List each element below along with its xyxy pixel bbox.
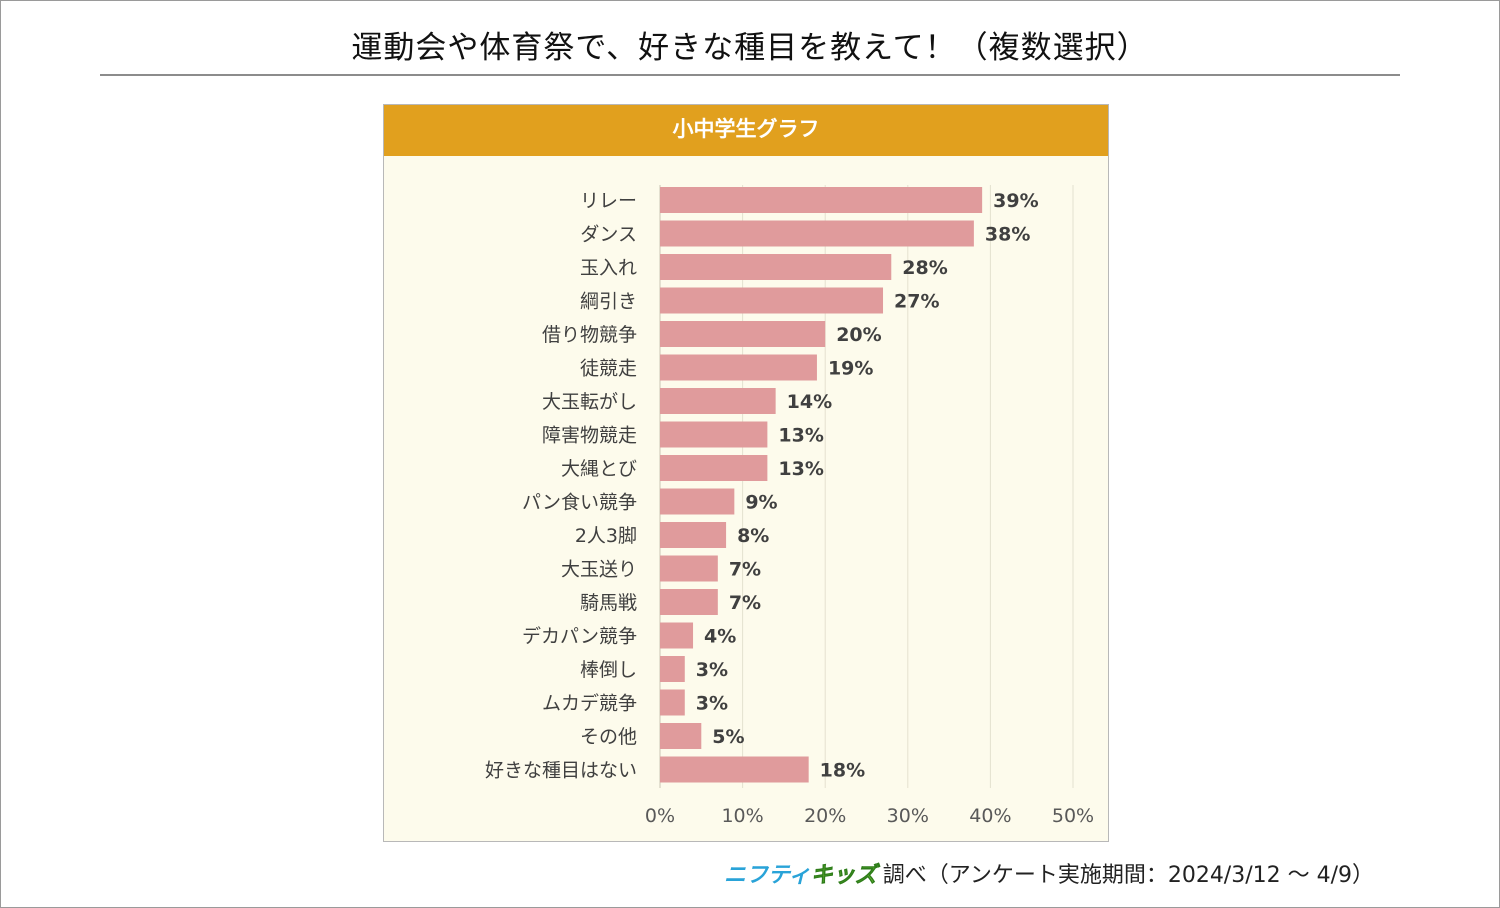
value-label: 27% (894, 291, 939, 313)
category-label: 綱引き (580, 291, 637, 313)
value-label: 8% (737, 525, 769, 547)
category-label: 騎馬戦 (580, 592, 637, 614)
value-label: 7% (729, 592, 761, 614)
bar (660, 287, 884, 314)
x-tick-label: 40% (969, 805, 1011, 827)
grid-lines (659, 185, 1074, 788)
bar (660, 187, 983, 213)
bar (660, 254, 892, 280)
bars (660, 187, 983, 783)
bar (660, 555, 718, 582)
x-tick-label: 20% (804, 805, 846, 827)
category-label: パン食い競争 (522, 492, 637, 514)
category-label: リレー (580, 190, 637, 212)
bar (660, 522, 727, 548)
category-label: 好きな種目はない (485, 760, 637, 782)
value-label: 38% (985, 224, 1030, 246)
bar (660, 689, 685, 716)
bar-chart: リレーダンス玉入れ綱引き借り物競争徒競走大玉転がし障害物競走大縄とびパン食い競争… (485, 185, 1094, 827)
category-label: デカパン競争 (522, 626, 637, 648)
survey-note: 調べ（アンケート実施期間：2024/3/12 ～ 4/9） (882, 863, 1375, 888)
category-label: ムカデ競争 (542, 693, 637, 715)
value-label: 7% (729, 559, 761, 581)
category-label: 2人3脚 (575, 525, 637, 547)
x-tick-label: 30% (887, 805, 929, 827)
bar (660, 756, 809, 783)
category-label: 棒倒し (580, 659, 637, 681)
value-label: 9% (745, 492, 777, 514)
page-title: 運動会や体育祭で、好きな種目を教えて！（複数選択） (351, 30, 1149, 66)
category-label: 障害物競走 (542, 425, 637, 447)
bar (660, 622, 694, 649)
value-label: 20% (836, 324, 881, 346)
category-label: 大玉送り (561, 559, 637, 581)
chart-title: 小中学生グラフ (384, 105, 1108, 156)
category-label: その他 (580, 726, 637, 748)
category-label: 徒競走 (580, 358, 637, 380)
value-label: 4% (704, 626, 736, 648)
value-label: 5% (712, 726, 744, 748)
value-label: 28% (902, 257, 947, 279)
footer-credit: ニフティキッズ 調べ（アンケート実施期間：2024/3/12 ～ 4/9） (724, 857, 1374, 889)
title-divider (100, 74, 1400, 76)
value-label: 19% (828, 358, 873, 380)
value-label: 39% (993, 190, 1038, 212)
value-labels: 39%38%28%27%20%19%14%13%13%9%8%7%7%4%3%3… (696, 190, 1039, 782)
kids-logo-text: キッズ (810, 863, 877, 889)
value-label: 13% (778, 458, 823, 480)
bar (660, 421, 768, 448)
value-label: 3% (696, 659, 728, 681)
bar (660, 723, 702, 749)
bar (660, 656, 685, 682)
x-tick-label: 10% (721, 805, 763, 827)
bar (660, 589, 718, 615)
category-labels: リレーダンス玉入れ綱引き借り物競争徒競走大玉転がし障害物競走大縄とびパン食い競争… (485, 190, 637, 782)
x-tick-label: 50% (1052, 805, 1094, 827)
x-axis-ticks: 0% 10% 20% 30% 40% 50% (645, 805, 1094, 827)
bar (660, 354, 817, 381)
category-label: ダンス (580, 224, 637, 246)
bar (660, 321, 826, 347)
bar (660, 488, 735, 515)
category-label: 玉入れ (580, 257, 637, 279)
value-label: 18% (820, 760, 865, 782)
bar (660, 455, 768, 481)
bar (660, 220, 974, 247)
chart-panel: 小中学生グラフ リレーダンス玉入れ綱引き借り物競争徒競走大玉転がし障害物競走大縄… (383, 104, 1109, 842)
category-label: 大玉転がし (542, 391, 637, 413)
nifty-logo-text: ニフティ (724, 863, 811, 888)
value-label: 3% (696, 693, 728, 715)
x-tick-label: 0% (645, 805, 675, 827)
category-label: 大縄とび (561, 458, 637, 480)
category-label: 借り物競争 (542, 324, 637, 346)
value-label: 13% (778, 425, 823, 447)
bar (660, 388, 776, 414)
value-label: 14% (787, 391, 832, 413)
